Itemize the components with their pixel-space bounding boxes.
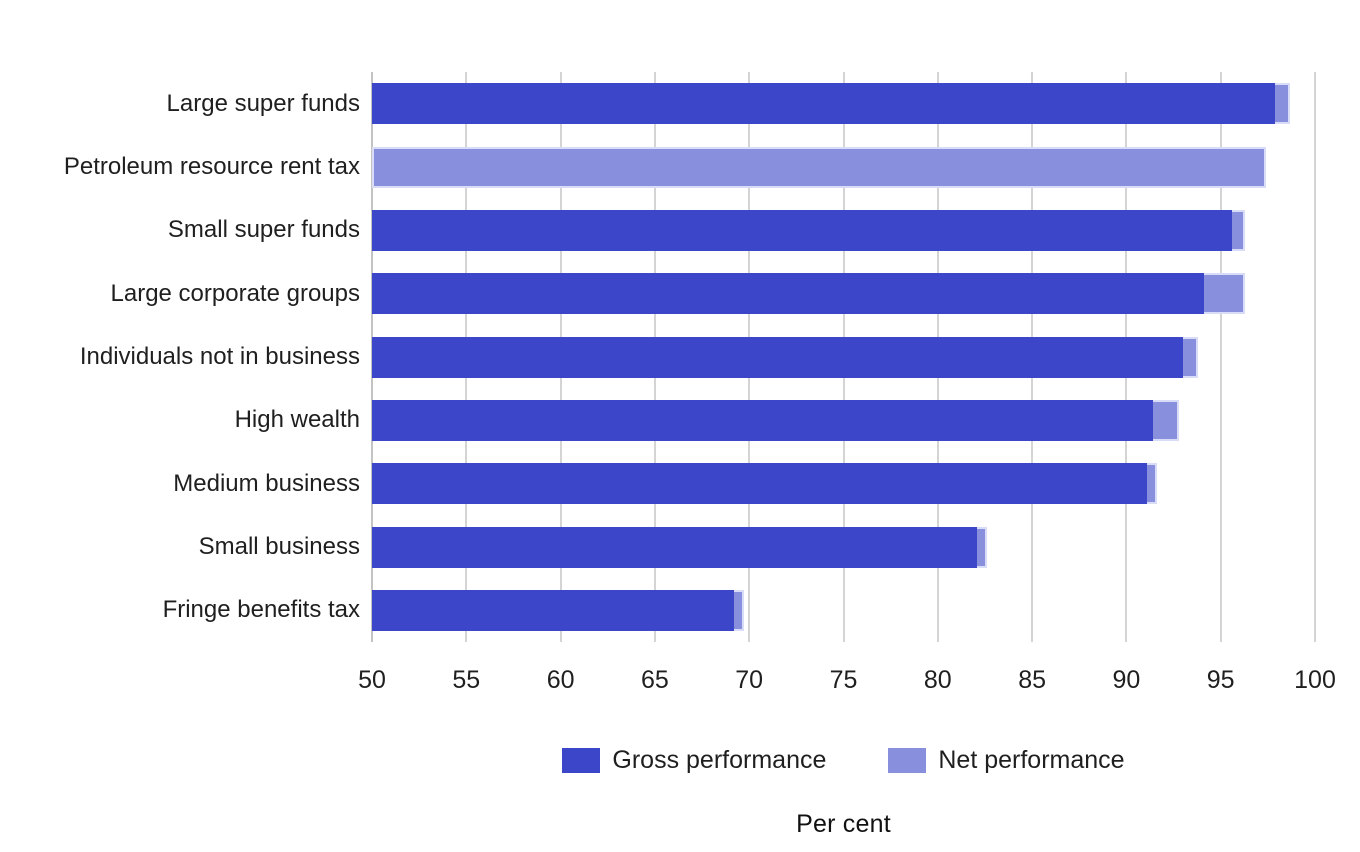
bar-gross-8 [372, 589, 735, 631]
plot-area [371, 72, 1316, 642]
legend-swatch-icon [562, 747, 601, 773]
x-tick-label-90: 90 [1112, 666, 1141, 694]
x-axis-title: Per cent [796, 810, 891, 838]
bar-gross-3 [372, 273, 1204, 315]
x-tick-label-100: 100 [1294, 666, 1336, 694]
bar-gross-0 [372, 83, 1276, 125]
bar-net-1 [372, 146, 1266, 188]
category-label: Large corporate groups [110, 279, 361, 307]
legend: Gross performance Net performance [372, 746, 1315, 774]
category-label: Large super funds [166, 89, 360, 117]
legend-label: Gross performance [612, 745, 827, 774]
legend-swatch-icon [888, 747, 927, 773]
x-tick-label-95: 95 [1206, 666, 1235, 694]
bar-gross-2 [372, 209, 1233, 251]
category-label: Medium business [173, 469, 360, 497]
x-tick-label-55: 55 [452, 666, 481, 694]
category-label: High wealth [234, 406, 360, 434]
bar-gross-7 [372, 526, 978, 568]
x-tick-label-75: 75 [829, 666, 858, 694]
bar-gross-4 [372, 336, 1183, 378]
x-tick-label-50: 50 [358, 666, 386, 694]
legend-item-gross: Gross performance [562, 746, 826, 775]
x-tick-label-60: 60 [546, 666, 575, 694]
category-label: Petroleum resource rent tax [63, 153, 360, 180]
x-tick-label-85: 85 [1018, 666, 1046, 694]
gridline-100 [1314, 72, 1316, 642]
category-label: Individuals not in business [79, 343, 360, 370]
x-tick-label-70: 70 [735, 666, 764, 694]
category-label: Fringe benefits tax [162, 596, 360, 624]
category-label: Small business [198, 533, 360, 560]
bar-gross-6 [372, 463, 1148, 505]
gridline-95 [1219, 72, 1222, 642]
x-tick-label-65: 65 [640, 666, 669, 694]
x-axis-tick-labels: 50 55 60 65 70 75 80 85 90 95 100 [358, 666, 1336, 696]
bar-gross-5 [372, 399, 1153, 441]
category-label: Small super funds [167, 216, 360, 244]
y-axis-category-labels: Large super funds Petroleum resource rent… [0, 72, 360, 642]
legend-item-net: Net performance [888, 745, 1125, 775]
legend-label: Net performance [938, 745, 1125, 774]
x-tick-label-80: 80 [923, 666, 952, 694]
